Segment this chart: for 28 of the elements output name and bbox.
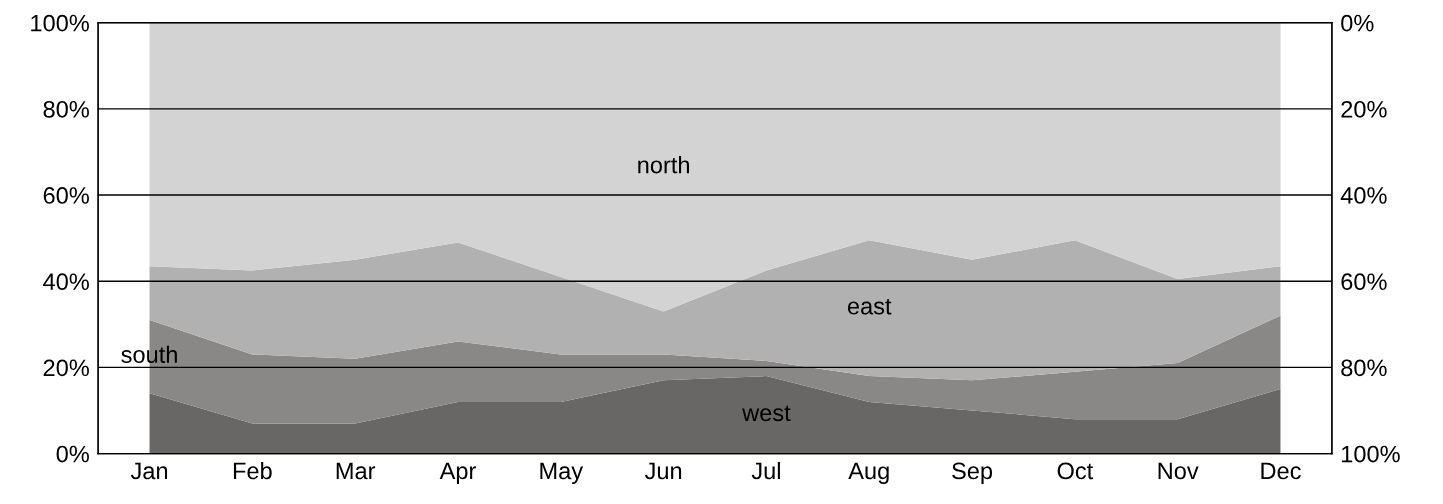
- y2-tick-label: 80%: [1341, 359, 1387, 377]
- y2-tick-label: 40%: [1340, 187, 1387, 204]
- x-tick-label: Mar: [336, 462, 376, 480]
- y-tick-label: 100%: [31, 14, 89, 32]
- series-label: west: [742, 405, 791, 422]
- x-tick-label: Nov: [1158, 462, 1199, 480]
- x-tick-label: Feb: [233, 461, 272, 480]
- y-tick-label: 40%: [43, 273, 89, 291]
- y2-tick-label: 100%: [1342, 445, 1400, 463]
- x-tick-label: Aug: [848, 462, 889, 484]
- series-label: south: [121, 345, 177, 363]
- series-label: north: [638, 156, 689, 174]
- y-tick-label: 20%: [43, 359, 89, 377]
- y-tick-label: 60%: [43, 187, 89, 204]
- x-tick-label: May: [540, 462, 584, 484]
- x-tick-label: Jan: [130, 462, 168, 480]
- x-tick-label: Dec: [1261, 462, 1301, 480]
- y-tick-label: 0%: [56, 445, 89, 463]
- x-tick-label: Jul: [751, 461, 780, 480]
- y2-tick-label: 60%: [1341, 273, 1387, 291]
- y-tick-label: 80%: [43, 100, 89, 118]
- x-tick-label: Apr: [439, 462, 476, 484]
- y2-tick-label: 0%: [1341, 14, 1374, 32]
- series-label: east: [847, 299, 892, 315]
- y2-tick-label: 20%: [1341, 100, 1387, 118]
- x-tick-label: Jun: [644, 462, 682, 480]
- x-tick-label: Sep: [952, 462, 993, 484]
- x-tick-label: Oct: [1057, 462, 1094, 480]
